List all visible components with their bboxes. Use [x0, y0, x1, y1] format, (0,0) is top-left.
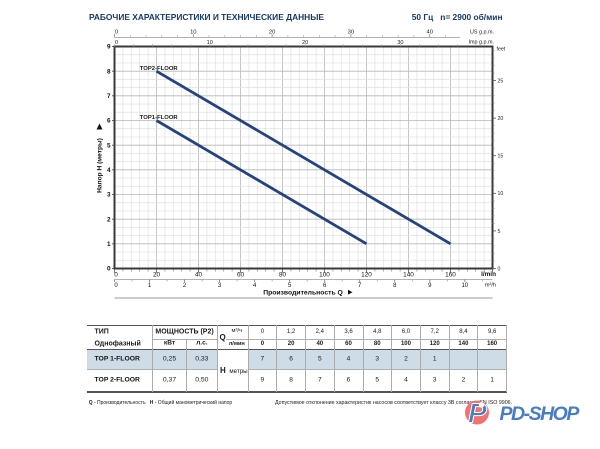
svg-text:6: 6 [107, 118, 111, 125]
svg-text:9: 9 [428, 283, 432, 289]
svg-text:0: 0 [498, 266, 501, 272]
svg-text:Производительность Q: Производительность Q [263, 289, 343, 296]
svg-text:US g.p.m.: US g.p.m. [470, 29, 494, 35]
svg-text:20: 20 [269, 29, 275, 35]
svg-text:80: 80 [279, 271, 287, 278]
svg-text:3: 3 [218, 283, 222, 289]
svg-text:10: 10 [461, 283, 468, 289]
svg-text:PD-SHOP: PD-SHOP [500, 403, 581, 425]
svg-text:l/min: l/min [481, 271, 496, 278]
svg-text:5: 5 [107, 142, 111, 149]
svg-text:0: 0 [115, 29, 118, 35]
svg-text:10: 10 [207, 40, 213, 46]
svg-text:4: 4 [253, 283, 257, 289]
svg-text:10: 10 [190, 29, 196, 35]
svg-text:9: 9 [107, 44, 111, 51]
svg-text:30: 30 [348, 29, 354, 35]
svg-text:10: 10 [498, 191, 504, 197]
svg-text:8: 8 [107, 68, 111, 75]
svg-text:TOP2-FLOOR: TOP2-FLOOR [140, 66, 179, 72]
svg-text:3: 3 [107, 192, 111, 199]
svg-text:20: 20 [498, 116, 504, 122]
svg-text:2: 2 [183, 283, 187, 289]
svg-text:7: 7 [358, 283, 362, 289]
svg-text:30: 30 [397, 40, 403, 46]
svg-text:5: 5 [498, 229, 501, 235]
svg-text:15: 15 [498, 154, 504, 160]
svg-text:40: 40 [426, 29, 432, 35]
svg-text:100: 100 [319, 271, 330, 278]
svg-text:Imp g.p.m.: Imp g.p.m. [469, 40, 494, 46]
svg-text:60: 60 [237, 271, 245, 278]
svg-text:m³/h: m³/h [485, 283, 496, 289]
svg-text:120: 120 [361, 271, 372, 278]
svg-text:5: 5 [288, 283, 292, 289]
svg-text:40: 40 [195, 271, 203, 278]
svg-text:8: 8 [393, 283, 397, 289]
svg-text:TOP1-FLOOR: TOP1-FLOOR [140, 115, 179, 121]
svg-text:7: 7 [107, 93, 111, 100]
svg-text:160: 160 [445, 271, 456, 278]
svg-text:0: 0 [107, 266, 111, 273]
svg-text:20: 20 [302, 40, 308, 46]
svg-text:140: 140 [403, 271, 414, 278]
svg-text:feet: feet [497, 47, 506, 53]
svg-text:0: 0 [115, 40, 118, 46]
svg-text:Напор H (метры): Напор H (метры) [97, 138, 104, 193]
svg-text:25: 25 [498, 78, 504, 84]
svg-text:2: 2 [107, 216, 111, 223]
svg-text:P: P [468, 398, 487, 429]
svg-text:4: 4 [107, 167, 111, 174]
svg-text:20: 20 [153, 271, 161, 278]
svg-text:0: 0 [114, 283, 118, 289]
svg-text:6: 6 [323, 283, 327, 289]
svg-text:1: 1 [107, 241, 111, 248]
svg-text:1: 1 [148, 283, 152, 289]
svg-text:0: 0 [114, 271, 118, 278]
